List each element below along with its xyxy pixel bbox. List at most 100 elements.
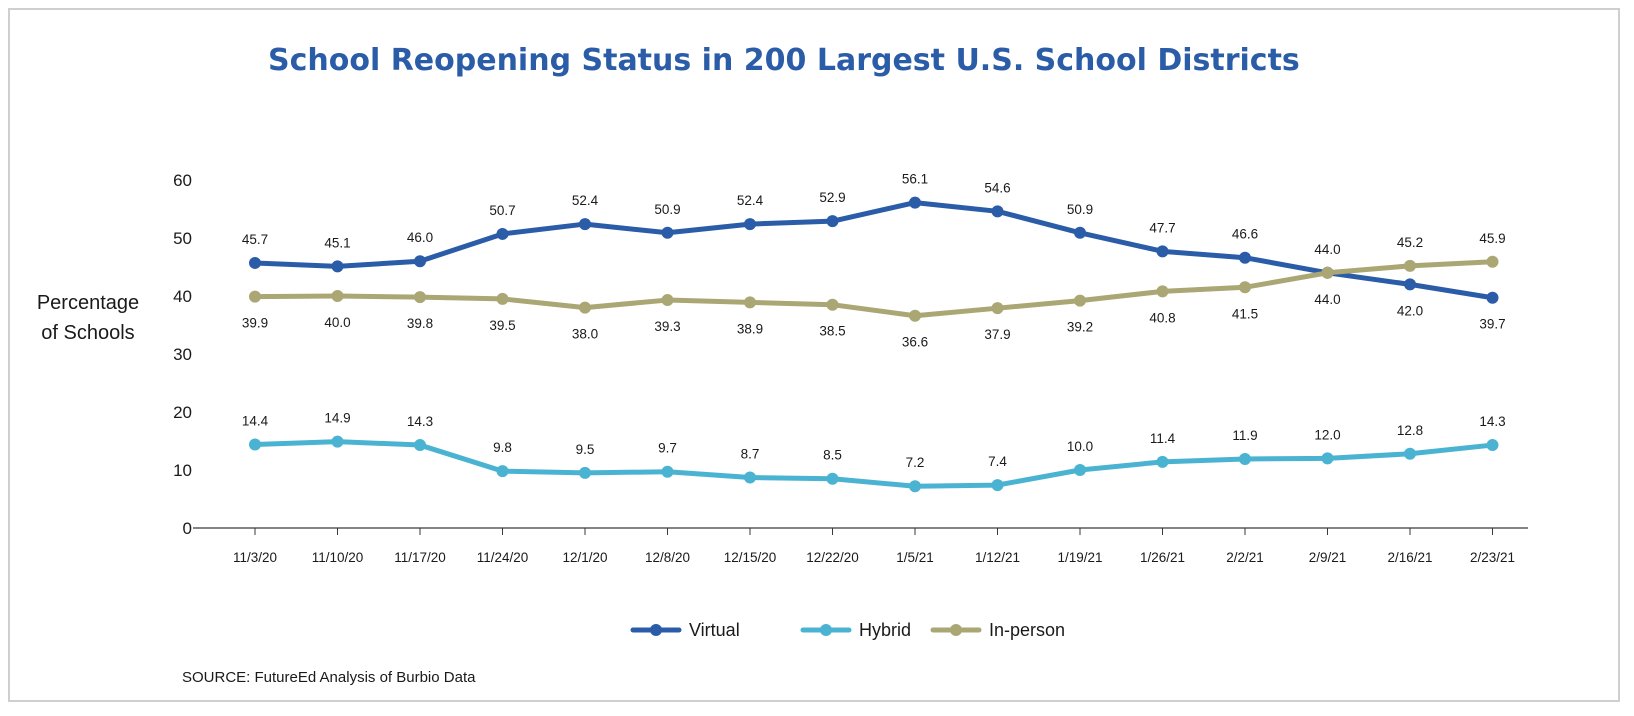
y-axis-label-line-1: Percentage bbox=[37, 292, 139, 314]
data-label-hybrid: 14.9 bbox=[324, 411, 350, 426]
data-label-in-person: 39.5 bbox=[489, 318, 515, 333]
series-line-virtual bbox=[252, 200, 1495, 301]
x-tick-label: 12/15/20 bbox=[724, 550, 777, 565]
legend-marker-hybrid bbox=[820, 624, 832, 636]
data-point-in-person bbox=[1321, 266, 1334, 279]
data-label-in-person: 39.8 bbox=[407, 316, 433, 331]
x-tick-label: 2/16/21 bbox=[1387, 550, 1432, 565]
data-label-hybrid: 14.4 bbox=[242, 413, 269, 428]
data-label-virtual: 44.0 bbox=[1314, 292, 1340, 307]
data-point-hybrid bbox=[496, 465, 509, 478]
data-point-hybrid bbox=[661, 465, 674, 478]
data-point-virtual bbox=[909, 196, 921, 209]
data-point-hybrid bbox=[579, 466, 591, 479]
data-label-virtual: 46.6 bbox=[1232, 227, 1258, 242]
data-point-hybrid bbox=[991, 479, 1004, 492]
chart-frame bbox=[8, 8, 1620, 702]
data-label-hybrid: 8.7 bbox=[741, 447, 760, 462]
data-label-virtual: 42.0 bbox=[1397, 303, 1423, 318]
data-label-in-person: 39.3 bbox=[654, 319, 680, 334]
data-label-in-person: 38.5 bbox=[819, 324, 845, 339]
data-label-virtual: 46.0 bbox=[407, 230, 433, 245]
data-point-virtual bbox=[744, 218, 756, 231]
data-point-virtual bbox=[414, 255, 426, 268]
data-point-hybrid bbox=[1321, 452, 1334, 465]
x-tick-label: 2/23/21 bbox=[1470, 550, 1515, 565]
data-point-in-person bbox=[1404, 259, 1416, 272]
y-tick-label: 40 bbox=[173, 287, 192, 306]
x-tick-label: 12/8/20 bbox=[645, 550, 690, 565]
data-label-in-person: 45.9 bbox=[1479, 231, 1505, 246]
data-point-in-person bbox=[1156, 285, 1169, 298]
data-point-in-person bbox=[909, 309, 921, 322]
legend-label-hybrid: Hybrid bbox=[859, 620, 911, 640]
data-label-virtual: 50.9 bbox=[1067, 202, 1093, 217]
data-point-in-person bbox=[579, 301, 591, 314]
data-label-in-person: 39.2 bbox=[1067, 320, 1093, 335]
data-point-in-person bbox=[661, 294, 674, 307]
data-point-in-person bbox=[991, 302, 1004, 315]
x-tick-label: 12/22/20 bbox=[806, 550, 859, 565]
data-point-in-person bbox=[1074, 294, 1086, 307]
data-point-in-person bbox=[1486, 255, 1499, 268]
x-tick-label: 11/3/20 bbox=[233, 550, 277, 565]
legend-label-virtual: Virtual bbox=[689, 620, 740, 640]
data-label-virtual: 52.9 bbox=[819, 190, 845, 205]
data-label-in-person: 45.2 bbox=[1397, 235, 1423, 250]
data-point-hybrid bbox=[331, 435, 344, 448]
data-label-in-person: 38.0 bbox=[572, 327, 598, 342]
data-point-virtual bbox=[991, 205, 1004, 218]
data-point-virtual bbox=[249, 256, 261, 269]
data-label-hybrid: 9.5 bbox=[576, 442, 595, 457]
series-group bbox=[249, 196, 1499, 493]
data-point-virtual bbox=[661, 226, 674, 239]
y-ticks: 0 10 20 30 40 50 60 bbox=[173, 171, 192, 538]
data-point-in-person bbox=[496, 292, 509, 305]
data-label-in-person: 44.0 bbox=[1314, 242, 1340, 257]
x-tick-label: 1/12/21 bbox=[975, 550, 1020, 565]
data-point-in-person bbox=[744, 296, 756, 309]
data-point-virtual bbox=[1156, 245, 1169, 258]
data-point-virtual bbox=[1239, 251, 1251, 264]
data-label-in-person: 41.5 bbox=[1232, 306, 1258, 321]
data-point-hybrid bbox=[1486, 439, 1499, 452]
data-label-hybrid: 12.8 bbox=[1397, 423, 1423, 438]
x-tick-label: 11/17/20 bbox=[394, 550, 446, 565]
data-label-in-person: 38.9 bbox=[737, 321, 763, 336]
data-point-virtual bbox=[331, 260, 344, 273]
data-point-hybrid bbox=[1404, 447, 1416, 460]
data-label-hybrid: 8.5 bbox=[823, 448, 842, 463]
y-axis-label-line-2: of Schools bbox=[41, 322, 134, 344]
data-point-virtual bbox=[826, 215, 839, 228]
data-label-hybrid: 14.3 bbox=[1479, 414, 1505, 429]
data-point-virtual bbox=[1404, 278, 1416, 291]
data-label-hybrid: 9.7 bbox=[658, 441, 677, 456]
data-label-hybrid: 14.3 bbox=[407, 414, 433, 429]
data-label-in-person: 40.0 bbox=[324, 315, 350, 330]
data-point-virtual bbox=[496, 227, 509, 240]
y-tick-label: 30 bbox=[173, 345, 192, 364]
data-label-virtual: 54.6 bbox=[984, 180, 1010, 195]
data-label-hybrid: 12.0 bbox=[1314, 427, 1340, 442]
data-point-hybrid bbox=[909, 480, 921, 493]
data-point-in-person bbox=[826, 298, 839, 311]
data-label-hybrid: 10.0 bbox=[1067, 439, 1093, 454]
data-point-in-person bbox=[249, 290, 261, 303]
data-label-virtual: 50.7 bbox=[489, 203, 515, 218]
data-label-virtual: 52.4 bbox=[737, 193, 764, 208]
data-label-hybrid: 11.4 bbox=[1150, 431, 1176, 446]
y-tick-label: 20 bbox=[173, 403, 192, 422]
data-point-hybrid bbox=[414, 439, 426, 452]
data-label-hybrid: 7.2 bbox=[906, 455, 925, 470]
data-label-hybrid: 7.4 bbox=[988, 454, 1007, 469]
legend: Virtual Hybrid In-person bbox=[630, 620, 1065, 640]
x-tick-label: 1/19/21 bbox=[1057, 550, 1102, 565]
x-tick-label: 2/9/21 bbox=[1309, 550, 1347, 565]
data-point-virtual bbox=[1074, 226, 1086, 239]
data-point-in-person bbox=[414, 291, 426, 304]
x-tick-label: 1/26/21 bbox=[1140, 550, 1185, 565]
data-label-in-person: 40.8 bbox=[1149, 310, 1175, 325]
series-line-in-person bbox=[252, 259, 1495, 319]
data-point-hybrid bbox=[1239, 452, 1251, 465]
